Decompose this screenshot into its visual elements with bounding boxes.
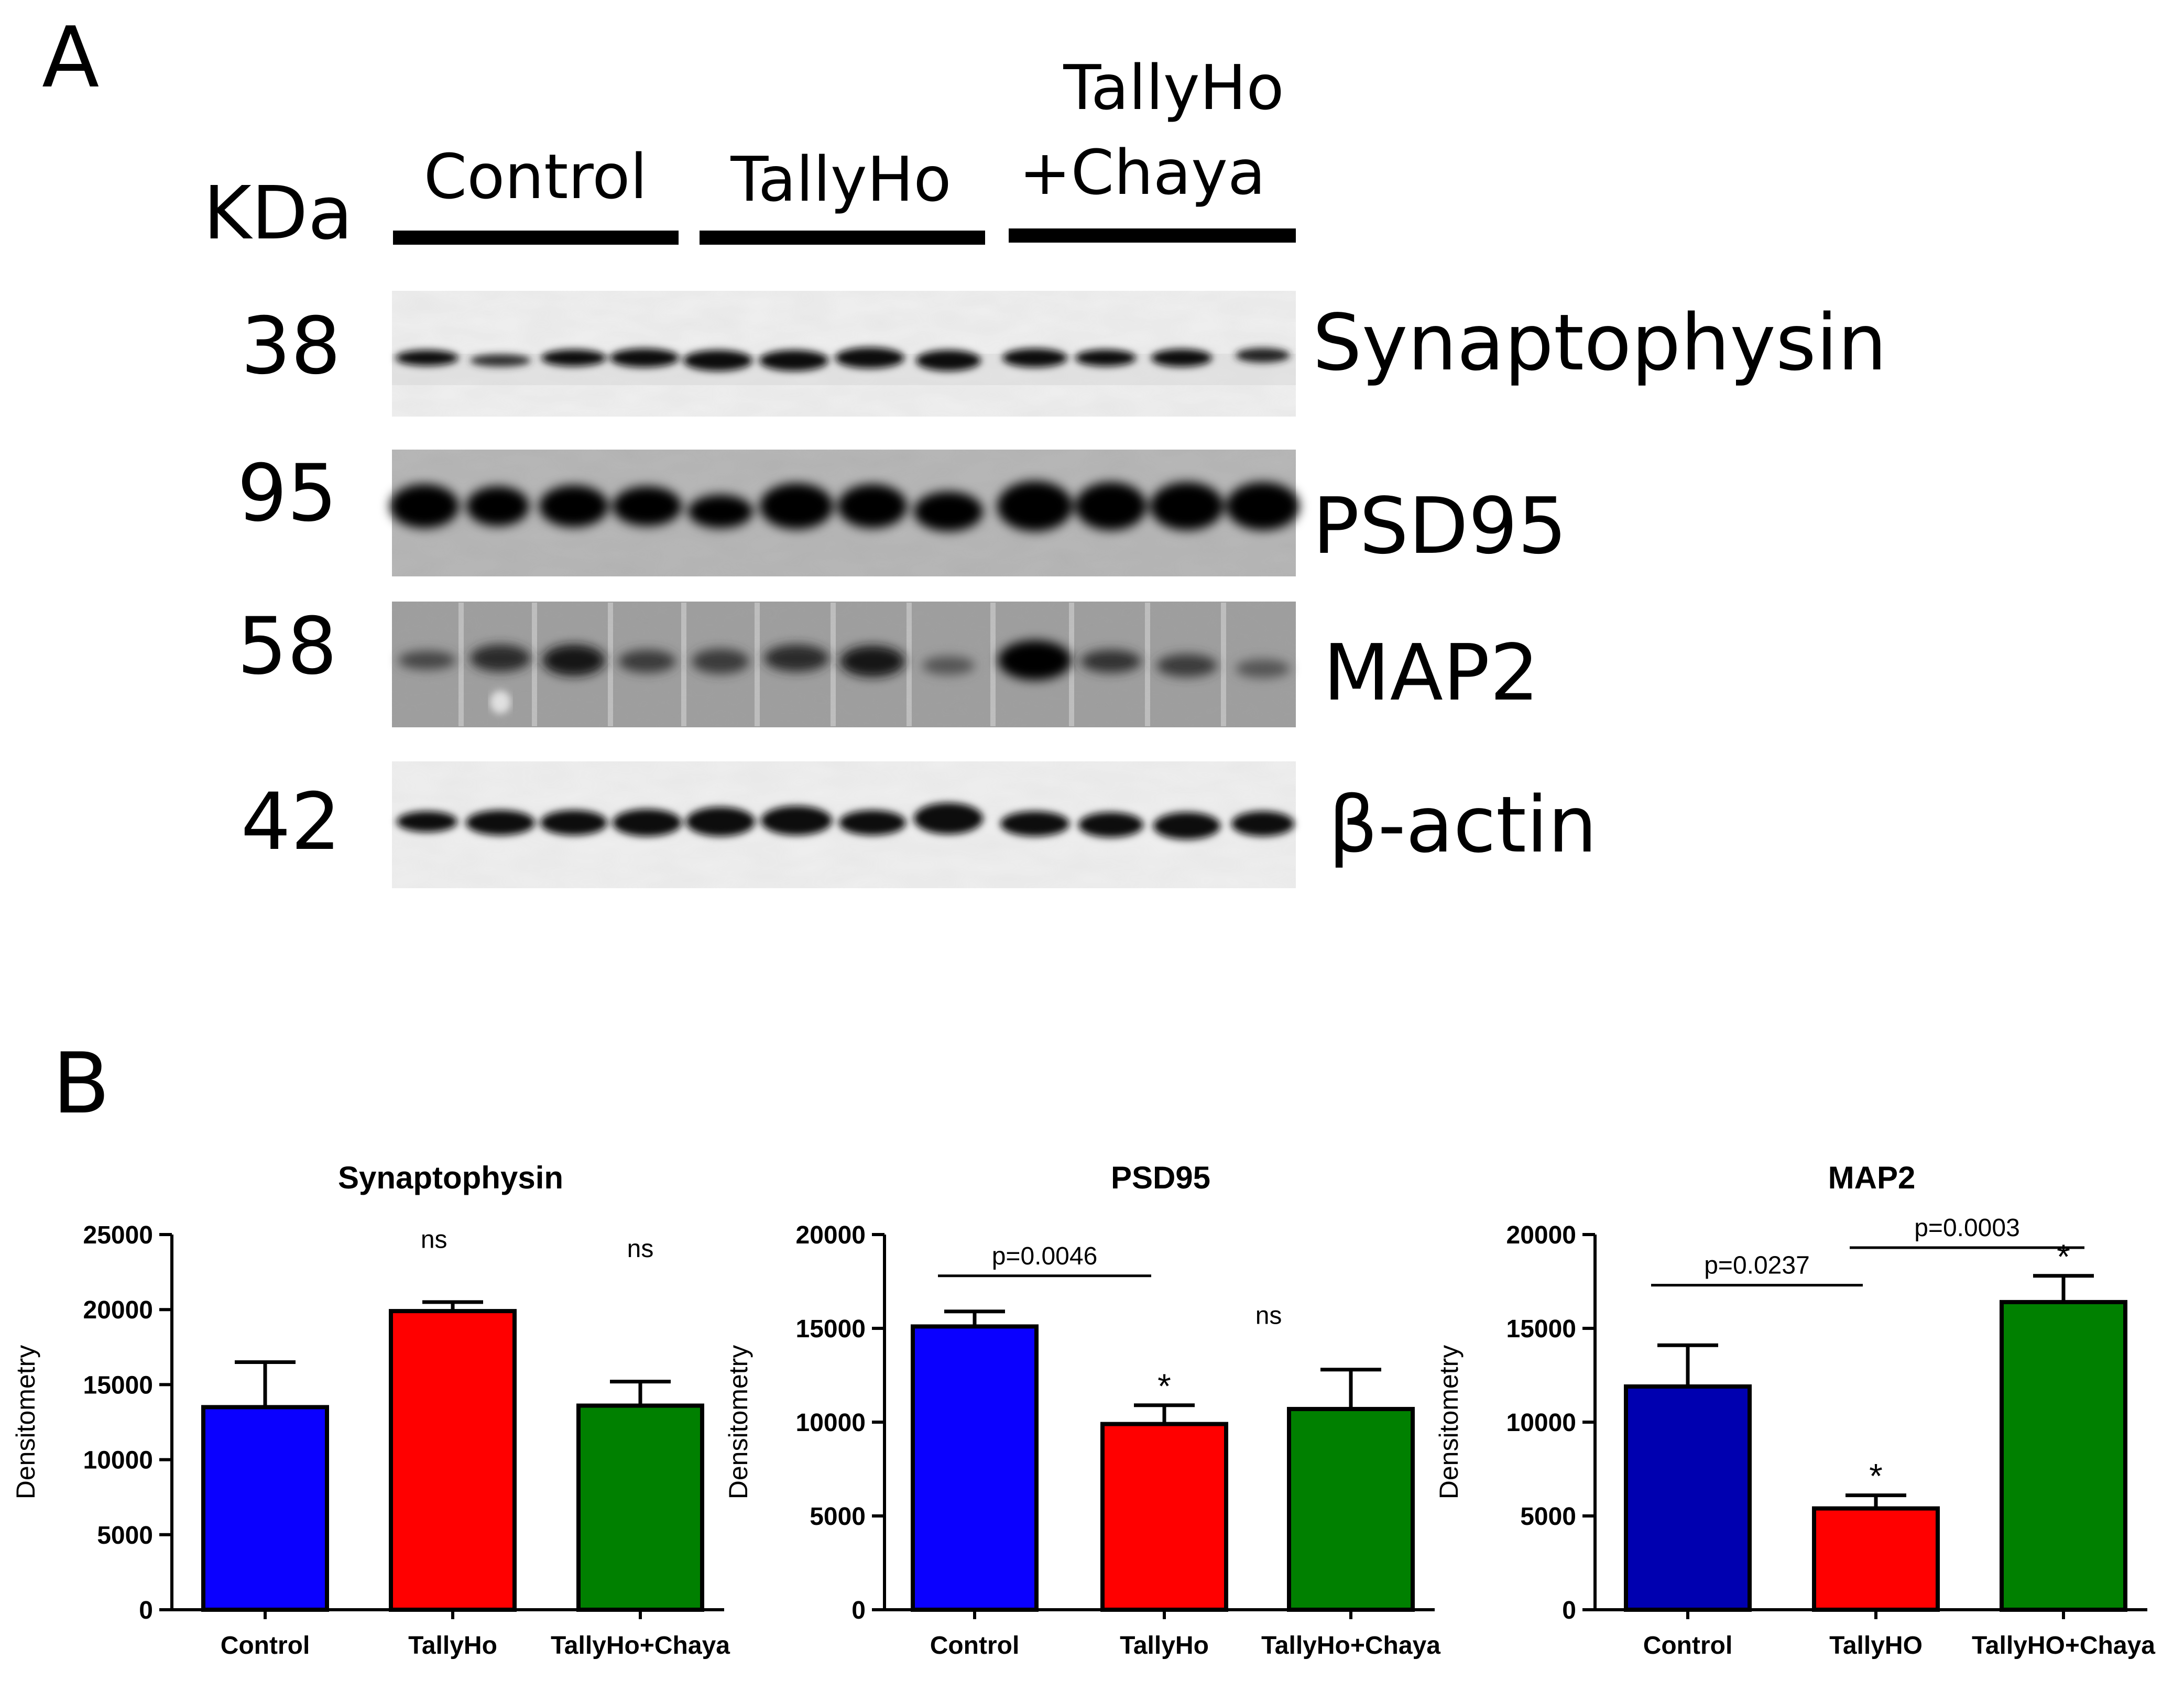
protein-label-map2: MAP2 [1323, 628, 1539, 718]
ns-annotation: ns [421, 1226, 447, 1254]
protein-label-psd95: PSD95 [1313, 481, 1567, 571]
group-bar-control [393, 231, 679, 245]
panel-a-label: A [42, 8, 99, 106]
chart-title: MAP2 [1828, 1160, 1916, 1195]
bar-control [201, 1405, 329, 1612]
kda-42: 42 [241, 777, 341, 868]
y-tick-label: 0 [851, 1597, 866, 1624]
blot-synaptophysin [392, 291, 1296, 417]
protein-label-beta-actin: β-actin [1328, 780, 1597, 870]
blot-beta-actin [392, 761, 1296, 888]
x-tick-label: TallyHo [1120, 1632, 1209, 1660]
y-tick-label: 0 [139, 1597, 153, 1624]
y-axis-label: Densitometry [724, 1345, 753, 1500]
bar-tallyho [1100, 1422, 1228, 1612]
kda-38: 38 [241, 301, 341, 392]
chart-map2: MAP2 Densitometry 0 5000 10000 15000 20000 Cont… [1434, 1160, 2155, 1660]
bar-control [1624, 1384, 1752, 1612]
p-value-label: p=0.0046 [992, 1242, 1098, 1270]
y-tick-label: 20000 [796, 1221, 866, 1249]
bar-tallyho-chaya [576, 1403, 704, 1612]
group-label-control: Control [424, 140, 648, 213]
p-value-label: p=0.0237 [1704, 1252, 1810, 1280]
chart-title: Synaptophysin [338, 1160, 563, 1195]
protein-label-synaptophysin: Synaptophysin [1313, 298, 1887, 388]
y-tick-label: 5000 [810, 1503, 866, 1531]
ns-annotation: ns [1255, 1302, 1282, 1329]
bar-tallyho-chaya [2000, 1300, 2127, 1612]
significance-star: * [1869, 1457, 1883, 1496]
panel-a-western-blot: A KDa Control TallyHo TallyHo +Chaya 38 … [42, 8, 1887, 888]
x-tick-label: TallyHO+Chaya [1972, 1632, 2155, 1660]
group-bar-tallyho [700, 231, 985, 245]
y-tick-label: 10000 [83, 1447, 153, 1475]
y-tick-label: 15000 [796, 1315, 866, 1343]
ns-annotation: ns [627, 1235, 654, 1263]
y-tick-label: 10000 [796, 1409, 866, 1437]
y-axis-label: Densitometry [11, 1345, 40, 1500]
y-tick-label: 20000 [83, 1296, 153, 1324]
y-tick-label: 25000 [83, 1221, 153, 1249]
group-label-tallyho-chaya-line2: +Chaya [1019, 136, 1266, 209]
x-tick-label: Control [930, 1632, 1020, 1660]
chart-title: PSD95 [1111, 1160, 1210, 1195]
y-tick-label: 15000 [83, 1371, 153, 1399]
significance-star: * [2057, 1237, 2070, 1276]
bar-tallyho [389, 1309, 517, 1612]
x-tick-label: Control [221, 1632, 310, 1660]
y-tick-label: 5000 [97, 1522, 153, 1549]
y-tick-label: 0 [1562, 1597, 1576, 1624]
y-tick-label: 20000 [1506, 1221, 1576, 1249]
x-tick-label: TallyHO [1829, 1632, 1923, 1660]
group-bar-tallyho-chaya [1009, 228, 1296, 243]
x-tick-label: Control [1643, 1632, 1733, 1660]
panel-b-label: B [52, 1034, 110, 1132]
blot-psd95 [390, 450, 1300, 576]
group-label-tallyho: TallyHo [730, 143, 951, 215]
bar-tallyho [1812, 1506, 1940, 1612]
x-tick-label: TallyHo [408, 1632, 497, 1660]
kda-58: 58 [237, 601, 337, 692]
bar-control [911, 1324, 1039, 1612]
y-axis-label: Densitometry [1434, 1345, 1464, 1500]
kda-label: KDa [203, 171, 353, 256]
x-tick-label: TallyHo+Chaya [1261, 1632, 1440, 1660]
kda-95: 95 [237, 448, 337, 539]
significance-star: * [1157, 1367, 1171, 1405]
p-value-label: p=0.0003 [1914, 1214, 2020, 1242]
y-tick-label: 5000 [1520, 1503, 1576, 1531]
chart-synaptophysin: Synaptophysin Densitometry 0 5000 10000 15000… [11, 1160, 730, 1660]
blot-map2 [392, 602, 1296, 727]
y-tick-label: 10000 [1506, 1409, 1576, 1437]
chart-psd95: PSD95 Densitometry 0 5000 10000 15000 20000 Con… [724, 1160, 1440, 1660]
group-label-tallyho-chaya-line1: TallyHo [1063, 51, 1284, 124]
bar-tallyho-chaya [1287, 1406, 1415, 1612]
x-tick-label: TallyHo+Chaya [551, 1632, 730, 1660]
y-tick-label: 15000 [1506, 1315, 1576, 1343]
